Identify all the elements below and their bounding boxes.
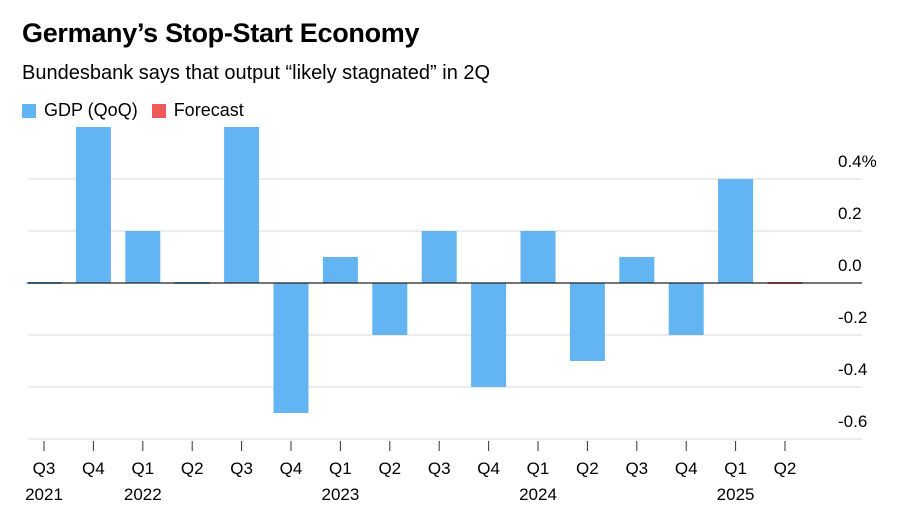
x-tick-label: Q1 [724,459,747,478]
x-tick-label: Q3 [625,459,648,478]
y-tick-label: 0.4% [838,152,877,171]
x-year-label: 2021 [25,485,63,504]
y-tick-label: -0.4 [838,360,867,379]
x-year-label: 2025 [717,485,755,504]
y-tick-label: -0.2 [838,308,867,327]
x-tick-label: Q4 [82,459,105,478]
x-tick-label: Q1 [131,459,154,478]
x-tick-label: Q2 [576,459,599,478]
bar-gdp [619,257,655,283]
y-tick-label: 0.2 [838,204,862,223]
x-tick-label: Q4 [477,459,500,478]
legend-swatch-gdp [22,103,36,118]
y-tick-label: 0.0 [838,256,862,275]
x-tick-label: Q3 [33,459,56,478]
bar-gdp [520,231,556,283]
x-tick-label: Q3 [230,459,253,478]
bar-gdp [125,231,161,283]
bar-gdp [421,231,457,283]
legend: GDP (QoQ) Forecast [22,100,258,121]
bar-gdp [75,127,111,283]
bar-gdp [322,257,358,283]
legend-swatch-forecast [151,103,166,118]
x-tick-label: Q1 [527,459,550,478]
x-tick-label: Q2 [774,459,797,478]
bar-gdp [372,283,408,335]
x-year-label: 2024 [519,485,557,504]
bar-gdp [668,283,704,335]
legend-label-gdp: GDP (QoQ) [44,100,138,120]
bar-gdp [224,127,260,283]
bar-gdp [569,283,605,361]
chart-subtitle: Bundesbank says that output “likely stag… [22,62,491,84]
x-year-label: 2023 [321,485,359,504]
legend-item-forecast: Forecast [151,100,244,121]
x-tick-label: Q2 [181,459,204,478]
y-tick-label: -0.6 [838,412,867,431]
legend-item-gdp: GDP (QoQ) [22,100,138,121]
bar-gdp [471,283,507,387]
x-tick-label: Q3 [428,459,451,478]
x-tick-label: Q4 [280,459,303,478]
x-tick-label: Q2 [378,459,401,478]
chart-title: Germany’s Stop-Start Economy [22,18,420,48]
x-tick-label: Q1 [329,459,352,478]
legend-label-forecast: Forecast [173,100,244,120]
bar-gdp [273,283,309,413]
bar-gdp [718,179,754,283]
x-tick-label: Q4 [675,459,698,478]
x-year-label: 2022 [124,485,162,504]
